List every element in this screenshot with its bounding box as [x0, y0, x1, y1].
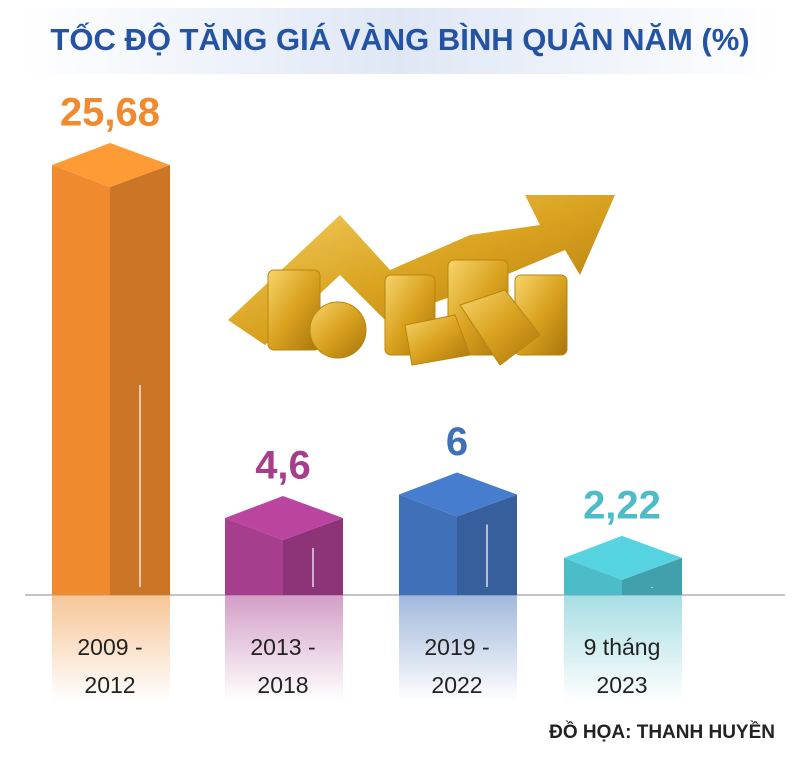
chart-title: TỐC ĐỘ TĂNG GIÁ VÀNG BÌNH QUÂN NĂM (%)	[50, 21, 749, 57]
credit: ĐỒ HỌA: THANH HUYỀN	[549, 721, 775, 743]
bar-side	[622, 557, 682, 595]
value-label: 2,22	[583, 483, 661, 527]
bar-group: 2,22	[564, 483, 682, 701]
title-banner	[20, 8, 780, 74]
reflection-fade	[52, 595, 170, 701]
category-label: 2013 - 2018	[250, 634, 316, 698]
reflection-fade	[225, 595, 343, 701]
bar-top	[564, 535, 682, 580]
category-label: 2009 - 2012	[77, 634, 143, 698]
bar-group: 4,6	[225, 444, 343, 701]
bar-side	[110, 165, 170, 595]
value-label: 4,6	[255, 444, 311, 488]
category-label: 2019 - 2022	[424, 634, 490, 698]
bar	[399, 494, 457, 595]
bar-group: 6	[399, 420, 517, 701]
bar-top	[225, 495, 343, 540]
bar	[564, 557, 622, 595]
category-label: 9 tháng 2023	[583, 634, 661, 698]
bar	[52, 165, 110, 595]
reflection-fade	[564, 595, 682, 701]
bar-top	[52, 143, 170, 187]
bar-group: 25,68	[52, 91, 170, 701]
bar	[225, 517, 283, 595]
bar-top	[399, 472, 517, 517]
value-label: 25,68	[60, 91, 160, 135]
gold-illustration	[228, 195, 615, 366]
value-label: 6	[446, 420, 468, 464]
reflection-fade	[399, 595, 517, 701]
